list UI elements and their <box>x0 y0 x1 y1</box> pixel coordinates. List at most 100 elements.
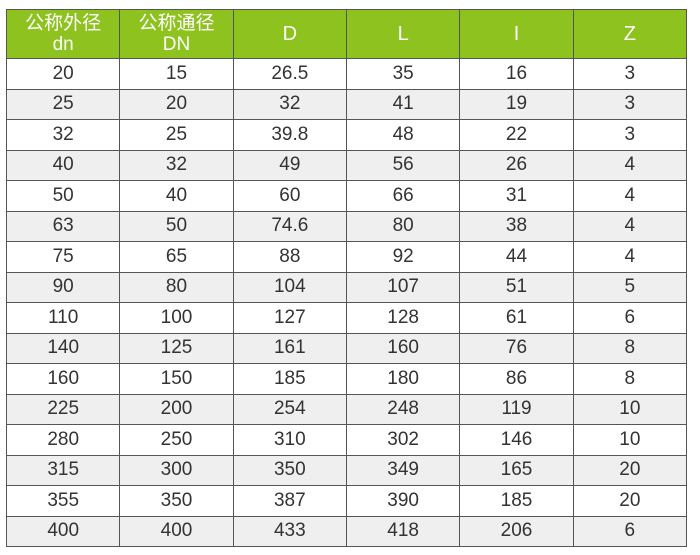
table-cell: 48 <box>345 119 461 151</box>
table-cell: 160 <box>345 332 461 364</box>
table-cell: 390 <box>345 485 461 517</box>
table-row: 20 15 26.5 35 16 3 <box>5 58 688 90</box>
table-cell: 180 <box>345 363 461 395</box>
table-cell: 400 <box>119 515 234 547</box>
table-cell: 32 <box>119 149 234 181</box>
table-cell: 8 <box>572 363 688 395</box>
table-cell: 20 <box>5 58 121 90</box>
table-cell: 4 <box>572 210 688 242</box>
table-cell: 310 <box>232 424 347 456</box>
table-cell: 20 <box>572 485 688 517</box>
header-i: I <box>459 9 574 59</box>
table-cell: 125 <box>119 332 234 364</box>
table-row: 75 65 88 92 44 4 <box>5 241 688 273</box>
table-cell: 110 <box>5 302 121 334</box>
header-d: D <box>232 9 347 59</box>
header-row: 公称外径 dn 公称通径 DN D L I Z <box>5 9 688 59</box>
table-cell: 206 <box>459 515 574 547</box>
table-cell: 4 <box>572 241 688 273</box>
table-cell: 119 <box>459 393 574 425</box>
table-cell: 104 <box>232 271 347 303</box>
table-cell: 76 <box>459 332 574 364</box>
table-cell: 355 <box>5 485 121 517</box>
table-cell: 25 <box>5 88 121 120</box>
table-cell: 254 <box>232 393 347 425</box>
table-cell: 51 <box>459 271 574 303</box>
table-cell: 63 <box>5 210 121 242</box>
table-cell: 31 <box>459 180 574 212</box>
table-cell: 185 <box>459 485 574 517</box>
table-cell: 80 <box>119 271 234 303</box>
table-cell: 4 <box>572 149 688 181</box>
table-cell: 40 <box>5 149 121 181</box>
header-label: 公称外径 <box>25 13 102 34</box>
table-cell: 88 <box>232 241 347 273</box>
table-cell: 100 <box>119 302 234 334</box>
table-cell: 39.8 <box>232 119 347 151</box>
table-cell: 161 <box>232 332 347 364</box>
table-row: 315 300 350 349 165 20 <box>5 454 688 486</box>
table-cell: 56 <box>345 149 461 181</box>
table-cell: 35 <box>345 58 461 90</box>
table-row: 160 150 185 180 86 8 <box>5 363 688 395</box>
table-row: 110 100 127 128 61 6 <box>5 302 688 334</box>
table-cell: 315 <box>5 454 121 486</box>
table-cell: 32 <box>5 119 121 151</box>
table-cell: 19 <box>459 88 574 120</box>
table-cell: 6 <box>572 302 688 334</box>
table-cell: 26 <box>459 149 574 181</box>
table-cell: 80 <box>345 210 461 242</box>
table-cell: 40 <box>119 180 234 212</box>
table-cell: 41 <box>345 88 461 120</box>
header-sublabel: dn <box>52 34 74 55</box>
table-cell: 127 <box>232 302 347 334</box>
dimension-table: 公称外径 dn 公称通径 DN D L I Z 20 15 26.5 35 16 3 25 20 3… <box>5 9 688 547</box>
header-l: L <box>345 9 461 59</box>
table-cell: 90 <box>5 271 121 303</box>
table-cell: 25 <box>119 119 234 151</box>
table-cell: 75 <box>5 241 121 273</box>
table-cell: 20 <box>119 88 234 120</box>
header-nominal-diameter: 公称通径 DN <box>119 9 234 59</box>
table-row: 400 400 433 418 206 6 <box>5 515 688 547</box>
table-cell: 8 <box>572 332 688 364</box>
table-cell: 5 <box>572 271 688 303</box>
table-cell: 150 <box>119 363 234 395</box>
table-row: 32 25 39.8 48 22 3 <box>5 119 688 151</box>
table-cell: 250 <box>119 424 234 456</box>
table-cell: 38 <box>459 210 574 242</box>
table-cell: 49 <box>232 149 347 181</box>
table-row: 50 40 60 66 31 4 <box>5 180 688 212</box>
table-cell: 44 <box>459 241 574 273</box>
table-cell: 26.5 <box>232 58 347 90</box>
table-row: 355 350 387 390 185 20 <box>5 485 688 517</box>
table-cell: 300 <box>119 454 234 486</box>
table-cell: 32 <box>232 88 347 120</box>
table-cell: 350 <box>232 454 347 486</box>
table-cell: 3 <box>572 88 688 120</box>
table-cell: 92 <box>345 241 461 273</box>
table-cell: 6 <box>572 515 688 547</box>
table-row: 63 50 74.6 80 38 4 <box>5 210 688 242</box>
table-cell: 3 <box>572 58 688 90</box>
table-cell: 66 <box>345 180 461 212</box>
table-cell: 225 <box>5 393 121 425</box>
table-cell: 10 <box>572 393 688 425</box>
table-cell: 140 <box>5 332 121 364</box>
table-cell: 146 <box>459 424 574 456</box>
header-label: 公称通径 <box>138 13 215 34</box>
header-outer-diameter: 公称外径 dn <box>5 9 121 59</box>
table-cell: 16 <box>459 58 574 90</box>
table-cell: 65 <box>119 241 234 273</box>
table-cell: 160 <box>5 363 121 395</box>
table-cell: 185 <box>232 363 347 395</box>
table-cell: 248 <box>345 393 461 425</box>
table-cell: 22 <box>459 119 574 151</box>
table-cell: 10 <box>572 424 688 456</box>
table-cell: 165 <box>459 454 574 486</box>
table-cell: 20 <box>572 454 688 486</box>
table-row: 40 32 49 56 26 4 <box>5 149 688 181</box>
table-cell: 418 <box>345 515 461 547</box>
table-cell: 280 <box>5 424 121 456</box>
table-cell: 107 <box>345 271 461 303</box>
